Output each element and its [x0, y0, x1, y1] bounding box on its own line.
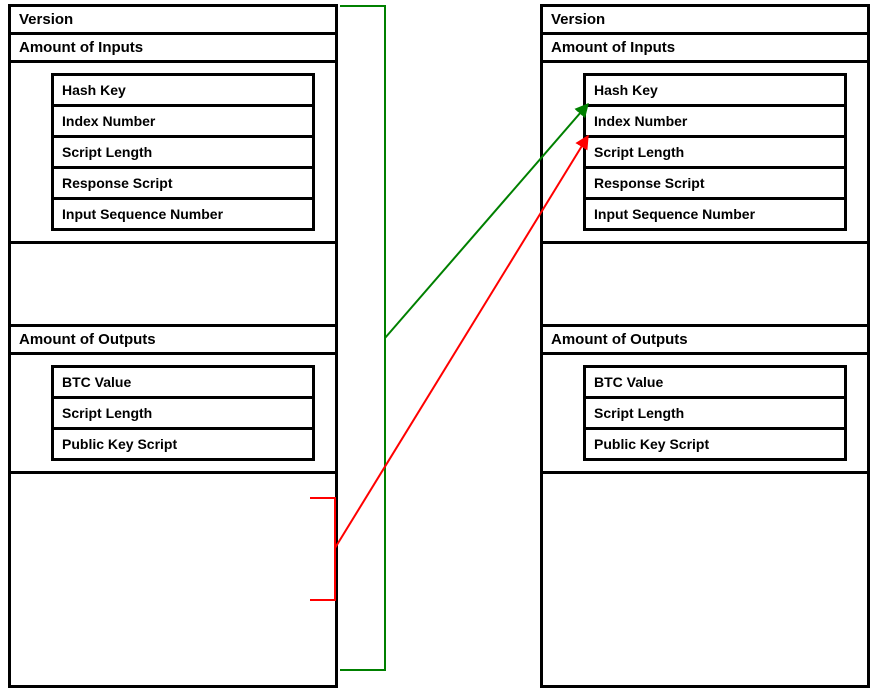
right-input-fields-box: Hash Key Index Number Script Length Resp… — [583, 73, 847, 231]
left-input-hash-key: Hash Key — [54, 76, 312, 107]
left-input-script-length: Script Length — [54, 138, 312, 169]
right-spacer — [543, 244, 867, 327]
left-inputs-section: Hash Key Index Number Script Length Resp… — [11, 73, 335, 244]
right-input-index-number: Index Number — [586, 107, 844, 138]
left-output-public-key-script: Public Key Script — [54, 430, 312, 458]
left-input-fields-box: Hash Key Index Number Script Length Resp… — [51, 73, 315, 231]
left-version: Version — [11, 7, 335, 35]
right-output-btc-value: BTC Value — [586, 368, 844, 399]
left-transaction-box: Version Amount of Inputs Hash Key Index … — [8, 4, 338, 688]
left-amount-inputs: Amount of Inputs — [11, 35, 335, 63]
right-amount-outputs: Amount of Outputs — [543, 327, 867, 355]
left-outputs-section: BTC Value Script Length Public Key Scrip… — [11, 365, 335, 474]
left-output-btc-value: BTC Value — [54, 368, 312, 399]
right-output-fields-box: BTC Value Script Length Public Key Scrip… — [583, 365, 847, 461]
right-amount-inputs: Amount of Inputs — [543, 35, 867, 63]
right-output-public-key-script: Public Key Script — [586, 430, 844, 458]
right-input-sequence-number: Input Sequence Number — [586, 200, 844, 228]
right-outputs-section: BTC Value Script Length Public Key Scrip… — [543, 365, 867, 474]
left-input-sequence-number: Input Sequence Number — [54, 200, 312, 228]
left-spacer — [11, 244, 335, 327]
right-tail — [543, 474, 867, 496]
left-tail — [11, 474, 335, 496]
right-transaction-box: Version Amount of Inputs Hash Key Index … — [540, 4, 870, 688]
right-output-script-length: Script Length — [586, 399, 844, 430]
right-input-hash-key: Hash Key — [586, 76, 844, 107]
green-bracket — [340, 6, 385, 670]
right-inputs-section: Hash Key Index Number Script Length Resp… — [543, 73, 867, 244]
left-output-fields-box: BTC Value Script Length Public Key Scrip… — [51, 365, 315, 461]
left-input-response-script: Response Script — [54, 169, 312, 200]
right-input-response-script: Response Script — [586, 169, 844, 200]
left-output-script-length: Script Length — [54, 399, 312, 430]
right-version: Version — [543, 7, 867, 35]
left-amount-outputs: Amount of Outputs — [11, 327, 335, 355]
left-input-index-number: Index Number — [54, 107, 312, 138]
right-input-script-length: Script Length — [586, 138, 844, 169]
